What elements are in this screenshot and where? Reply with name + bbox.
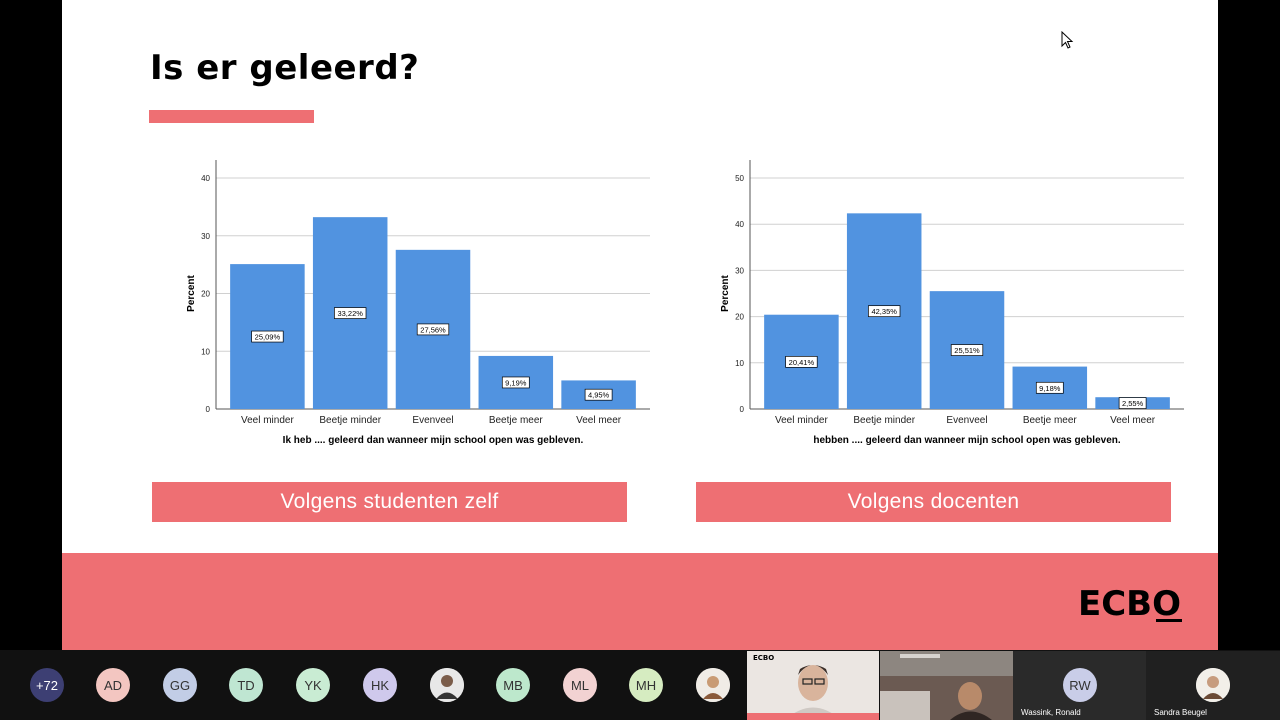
video-tile-sandra[interactable]: Sandra Beugel xyxy=(1146,651,1280,720)
students-chart-ytick-label: 10 xyxy=(201,347,210,356)
teachers-chart-ytick-label: 10 xyxy=(735,359,744,368)
students-chart-data-label-box xyxy=(584,388,613,401)
participant-avatar[interactable]: MB xyxy=(496,668,530,702)
students-chart-ytick-label: 0 xyxy=(206,405,211,414)
teachers-chart-data-label: 9,18% xyxy=(1039,384,1061,393)
chart-students-svg: 0 10 20 30 40 Percent 25,09% Veel minder 33,22% B… xyxy=(186,160,650,446)
footer-band xyxy=(62,553,1218,650)
teachers-chart-category-label: Beetje meer xyxy=(1023,415,1078,426)
students-chart-data-label-box xyxy=(501,376,530,389)
participant-name: Sandra Beugel xyxy=(1154,708,1207,717)
teachers-chart-category-label: Veel minder xyxy=(775,415,828,426)
participant-photo-avatar[interactable] xyxy=(430,668,464,702)
students-chart-ytick-label: 40 xyxy=(201,174,210,183)
ecbo-logo: ECBO xyxy=(1078,585,1182,624)
video-tile-ronald[interactable]: RW Wassink, Ronald xyxy=(1013,651,1146,720)
teachers-chart-data-label-box xyxy=(1035,381,1064,394)
teachers-chart-data-label-box xyxy=(1118,397,1147,409)
students-chart-data-label: 27,56% xyxy=(420,325,446,334)
participant-photo-avatar xyxy=(1196,668,1230,702)
title-underline xyxy=(149,110,314,123)
participant-avatar[interactable]: ML xyxy=(563,668,597,702)
teachers-chart-category-label: Beetje minder xyxy=(853,415,915,426)
teachers-chart-data-label-box xyxy=(950,344,984,356)
teachers-chart-ytick-label: 20 xyxy=(735,313,744,322)
students-chart-ylabel: Percent xyxy=(186,274,197,311)
person-photo-icon xyxy=(696,668,730,702)
more-participants-button[interactable]: +72 xyxy=(30,668,64,702)
students-chart-category-label: Veel meer xyxy=(576,415,622,426)
speaker-video-icon: ECBO xyxy=(747,651,879,720)
slide-title: Is er geleerd? xyxy=(150,48,420,88)
participant-avatar[interactable]: TD xyxy=(229,668,263,702)
students-chart-category-label: Beetje minder xyxy=(319,415,381,426)
students-chart-data-label: 9,19% xyxy=(505,378,527,387)
students-chart-data-label-box xyxy=(334,307,367,319)
teachers-chart-data-label: 2,55% xyxy=(1122,399,1144,408)
video-logo-text: ECBO xyxy=(753,654,774,662)
students-chart-category-label: Evenveel xyxy=(412,415,453,426)
video-tile-participant[interactable] xyxy=(880,651,1013,720)
participant-avatar[interactable]: MH xyxy=(629,668,663,702)
participant-video-icon xyxy=(880,651,1013,720)
person-photo-icon xyxy=(1196,668,1230,702)
students-chart-data-label: 4,95% xyxy=(588,391,610,400)
teachers-chart-ytick-label: 30 xyxy=(735,266,744,275)
chart-teachers: 0 10 20 30 40 50 Percent 20,41% Veel minder 42,35… xyxy=(656,150,1196,460)
teachers-chart-data-label-box xyxy=(785,356,818,368)
students-chart-data-label-box xyxy=(416,323,450,336)
caption-students: Volgens studenten zelf xyxy=(152,482,627,522)
students-chart-ytick-label: 30 xyxy=(201,232,210,241)
teachers-chart-data-label: 20,41% xyxy=(789,358,815,367)
participant-avatar[interactable]: AD xyxy=(96,668,130,702)
chart-students: 0 10 20 30 40 Percent 25,09% Veel minder 33,22% B… xyxy=(122,150,662,460)
presentation-slide: Is er geleerd? 0 10 20 30 40 Percent 25,09% Vee… xyxy=(62,0,1218,650)
participant-avatar[interactable]: YK xyxy=(296,668,330,702)
caption-teachers: Volgens docenten xyxy=(696,482,1171,522)
teachers-chart-ytick-label: 40 xyxy=(735,220,744,229)
mouse-cursor-icon xyxy=(1061,31,1074,49)
students-chart-data-label: 33,22% xyxy=(337,309,363,318)
teachers-chart-xlabel: hebben .... geleerd dan wanneer mijn sch… xyxy=(813,435,1121,446)
participant-avatar[interactable]: GG xyxy=(163,668,197,702)
participant-photo-avatar[interactable] xyxy=(696,668,730,702)
students-chart-data-label: 25,09% xyxy=(255,333,281,342)
chart-teachers-svg: 0 10 20 30 40 50 Percent 20,41% Veel minder 42,35… xyxy=(720,160,1184,446)
video-tile-speaker[interactable]: ECBO xyxy=(747,651,879,720)
teachers-chart-ytick-label: 50 xyxy=(735,174,744,183)
students-chart-data-label-box xyxy=(251,330,284,343)
participant-avatar: RW xyxy=(1063,668,1097,702)
teachers-chart-ytick-label: 0 xyxy=(740,405,745,414)
teachers-chart-data-label: 42,35% xyxy=(871,307,897,316)
teachers-chart-ylabel: Percent xyxy=(720,274,731,311)
students-chart-category-label: Beetje meer xyxy=(489,415,544,426)
participant-name: Wassink, Ronald xyxy=(1021,708,1081,717)
students-chart-ytick-label: 20 xyxy=(201,290,210,299)
teachers-chart-data-label-box xyxy=(868,305,901,318)
teachers-chart-category-label: Veel meer xyxy=(1110,415,1156,426)
ecbo-logo-text: ECBO xyxy=(1078,585,1181,624)
participant-avatar[interactable]: HK xyxy=(363,668,397,702)
teachers-chart-category-label: Evenveel xyxy=(946,415,987,426)
students-chart-category-label: Veel minder xyxy=(241,415,294,426)
students-chart-xlabel: Ik heb .... geleerd dan wanneer mijn sch… xyxy=(283,435,584,446)
teachers-chart-data-label: 25,51% xyxy=(954,346,980,355)
person-photo-icon xyxy=(430,668,464,702)
